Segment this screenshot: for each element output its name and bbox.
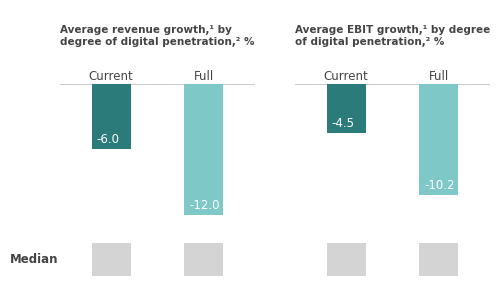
Text: Full: Full [194, 70, 214, 83]
Text: Average EBIT growth,¹ by degree
of digital penetration,² %: Average EBIT growth,¹ by degree of digit… [295, 25, 490, 47]
Bar [420, 84, 459, 195]
Text: Current: Current [324, 70, 368, 83]
Text: -4.5: -4.5 [331, 117, 354, 130]
Text: -10.2: -10.2 [424, 179, 454, 192]
Bar [92, 84, 130, 149]
Text: Current: Current [88, 70, 134, 83]
Text: Median: Median [10, 253, 58, 266]
Text: Full: Full [429, 70, 449, 83]
Text: -7.3: -7.3 [192, 253, 216, 266]
Text: -12.0: -12.0 [189, 199, 220, 212]
Text: Average revenue growth,¹ by
degree of digital penetration,² %: Average revenue growth,¹ by degree of di… [60, 25, 254, 47]
Bar [184, 84, 224, 215]
Text: -3.5: -3.5 [100, 253, 122, 266]
Text: -5.3: -5.3 [428, 253, 450, 266]
Text: -6.0: -6.0 [96, 133, 119, 146]
Bar [326, 84, 366, 133]
Text: -1.2: -1.2 [334, 253, 357, 266]
